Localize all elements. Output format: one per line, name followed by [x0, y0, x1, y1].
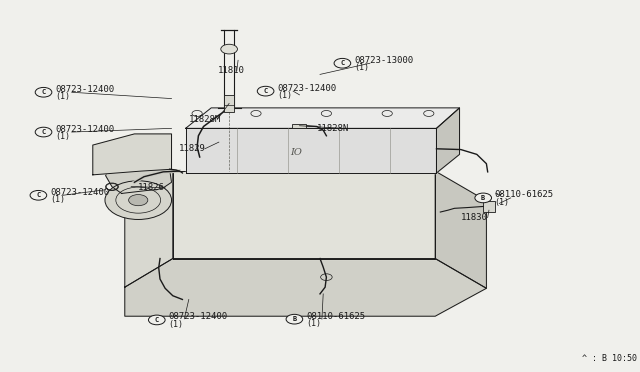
Circle shape	[286, 314, 303, 324]
Polygon shape	[93, 134, 172, 175]
Text: 11828M: 11828M	[189, 115, 221, 124]
FancyBboxPatch shape	[224, 95, 234, 112]
Circle shape	[105, 181, 172, 219]
Text: 11830: 11830	[461, 213, 488, 222]
Text: 08110-61625: 08110-61625	[306, 312, 365, 321]
Polygon shape	[436, 108, 460, 173]
Polygon shape	[435, 171, 486, 288]
Circle shape	[129, 195, 148, 206]
Circle shape	[334, 58, 351, 68]
Text: C: C	[340, 60, 344, 66]
Text: C: C	[42, 89, 45, 95]
Text: 08110-61625: 08110-61625	[495, 190, 554, 199]
Circle shape	[35, 87, 52, 97]
Text: C: C	[36, 192, 40, 198]
Circle shape	[475, 193, 492, 203]
Text: (1): (1)	[277, 91, 292, 100]
Polygon shape	[186, 128, 436, 173]
Text: ^ : B 10:50: ^ : B 10:50	[582, 354, 637, 363]
Polygon shape	[125, 259, 486, 316]
Polygon shape	[106, 169, 172, 193]
Text: 08723-13000: 08723-13000	[354, 56, 413, 65]
Circle shape	[221, 44, 237, 54]
Text: 11810: 11810	[218, 66, 244, 75]
Text: (1): (1)	[50, 195, 65, 204]
Text: 11826: 11826	[138, 183, 164, 192]
Text: 08723-12400: 08723-12400	[50, 188, 109, 197]
Text: C: C	[42, 129, 45, 135]
Text: (1): (1)	[55, 132, 70, 141]
Circle shape	[148, 315, 165, 325]
Text: (1): (1)	[168, 320, 183, 329]
Text: (1): (1)	[354, 63, 369, 72]
Text: (1): (1)	[55, 92, 70, 101]
Circle shape	[35, 127, 52, 137]
FancyBboxPatch shape	[292, 124, 306, 128]
Text: 08723-12400: 08723-12400	[55, 125, 114, 134]
Text: 08723-12400: 08723-12400	[168, 312, 227, 321]
Text: B: B	[292, 316, 296, 322]
Text: (1): (1)	[306, 319, 321, 328]
Circle shape	[30, 190, 47, 200]
Text: 11829: 11829	[179, 144, 206, 153]
Circle shape	[257, 86, 274, 96]
Text: 08723-12400: 08723-12400	[55, 85, 114, 94]
Polygon shape	[125, 171, 173, 287]
Text: C: C	[264, 88, 268, 94]
Polygon shape	[186, 108, 460, 128]
Polygon shape	[173, 171, 435, 259]
Text: 11828N: 11828N	[317, 124, 349, 133]
FancyBboxPatch shape	[483, 201, 495, 212]
Text: 08723-12400: 08723-12400	[277, 84, 336, 93]
Text: B: B	[481, 195, 485, 201]
Text: (1): (1)	[495, 198, 509, 207]
Text: C: C	[155, 317, 159, 323]
Text: IO: IO	[291, 148, 302, 157]
